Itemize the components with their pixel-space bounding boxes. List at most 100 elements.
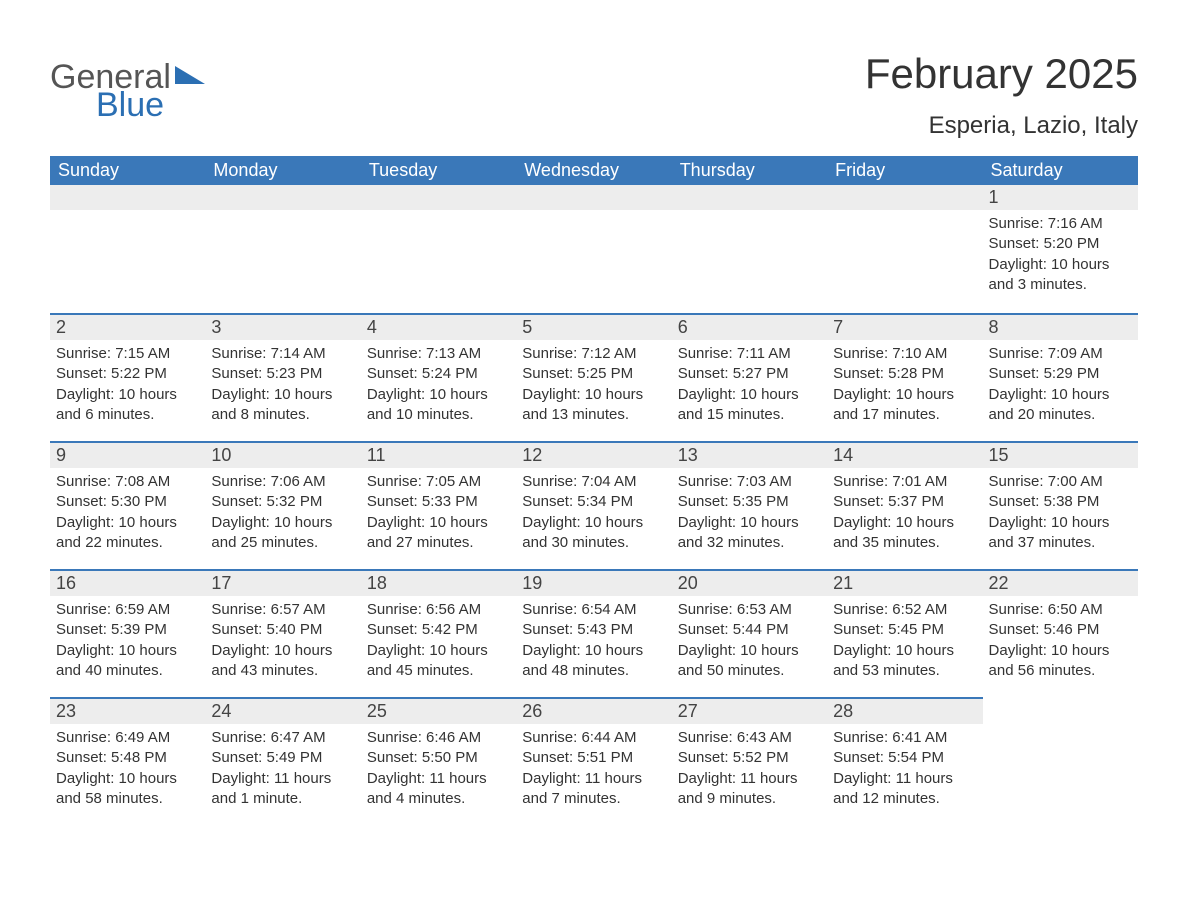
sunrise-text: Sunrise: 6:46 AM (367, 728, 510, 748)
sunrise-text: Sunrise: 7:09 AM (989, 344, 1132, 364)
calendar-cell: 3Sunrise: 7:14 AMSunset: 5:23 PMDaylight… (205, 313, 360, 441)
day-details: Sunrise: 7:15 AMSunset: 5:22 PMDaylight:… (50, 340, 205, 429)
weekday-header: Saturday (983, 156, 1138, 185)
calendar-week-row: 2Sunrise: 7:15 AMSunset: 5:22 PMDaylight… (50, 313, 1138, 441)
day-details: Sunrise: 6:52 AMSunset: 5:45 PMDaylight:… (827, 596, 982, 685)
day-details: Sunrise: 7:16 AMSunset: 5:20 PMDaylight:… (983, 210, 1138, 299)
sunset-text: Sunset: 5:38 PM (989, 492, 1132, 512)
day-details: Sunrise: 7:05 AMSunset: 5:33 PMDaylight:… (361, 468, 516, 557)
daylight-text: Daylight: 10 hours and 50 minutes. (678, 641, 821, 682)
day-number: 6 (672, 313, 827, 340)
calendar-cell: 6Sunrise: 7:11 AMSunset: 5:27 PMDaylight… (672, 313, 827, 441)
sunset-text: Sunset: 5:37 PM (833, 492, 976, 512)
daylight-text: Daylight: 10 hours and 17 minutes. (833, 385, 976, 426)
calendar-cell: 19Sunrise: 6:54 AMSunset: 5:43 PMDayligh… (516, 569, 671, 697)
day-number: 18 (361, 569, 516, 596)
calendar-cell (672, 185, 827, 313)
day-details: Sunrise: 6:57 AMSunset: 5:40 PMDaylight:… (205, 596, 360, 685)
day-details: Sunrise: 6:53 AMSunset: 5:44 PMDaylight:… (672, 596, 827, 685)
sunset-text: Sunset: 5:24 PM (367, 364, 510, 384)
day-number: 9 (50, 441, 205, 468)
sunset-text: Sunset: 5:45 PM (833, 620, 976, 640)
calendar-cell: 10Sunrise: 7:06 AMSunset: 5:32 PMDayligh… (205, 441, 360, 569)
daylight-text: Daylight: 11 hours and 12 minutes. (833, 769, 976, 810)
sunrise-text: Sunrise: 7:15 AM (56, 344, 199, 364)
calendar-cell: 20Sunrise: 6:53 AMSunset: 5:44 PMDayligh… (672, 569, 827, 697)
daylight-text: Daylight: 10 hours and 6 minutes. (56, 385, 199, 426)
day-details: Sunrise: 6:50 AMSunset: 5:46 PMDaylight:… (983, 596, 1138, 685)
day-details: Sunrise: 7:06 AMSunset: 5:32 PMDaylight:… (205, 468, 360, 557)
day-number: 10 (205, 441, 360, 468)
calendar-cell: 8Sunrise: 7:09 AMSunset: 5:29 PMDaylight… (983, 313, 1138, 441)
day-number: 24 (205, 697, 360, 724)
header-row: General Blue February 2025 Esperia, Lazi… (50, 50, 1138, 140)
daylight-text: Daylight: 11 hours and 7 minutes. (522, 769, 665, 810)
sunset-text: Sunset: 5:40 PM (211, 620, 354, 640)
day-number: 23 (50, 697, 205, 724)
day-details: Sunrise: 7:11 AMSunset: 5:27 PMDaylight:… (672, 340, 827, 429)
sunset-text: Sunset: 5:32 PM (211, 492, 354, 512)
calendar-week-row: 23Sunrise: 6:49 AMSunset: 5:48 PMDayligh… (50, 697, 1138, 825)
logo: General Blue (50, 60, 205, 122)
sunrise-text: Sunrise: 7:01 AM (833, 472, 976, 492)
day-number: 13 (672, 441, 827, 468)
day-number: 4 (361, 313, 516, 340)
sunrise-text: Sunrise: 6:59 AM (56, 600, 199, 620)
sunrise-text: Sunrise: 7:04 AM (522, 472, 665, 492)
day-details: Sunrise: 6:47 AMSunset: 5:49 PMDaylight:… (205, 724, 360, 813)
daylight-text: Daylight: 10 hours and 22 minutes. (56, 513, 199, 554)
day-number: 22 (983, 569, 1138, 596)
daylight-text: Daylight: 10 hours and 37 minutes. (989, 513, 1132, 554)
day-number-empty (205, 185, 360, 210)
day-details: Sunrise: 6:44 AMSunset: 5:51 PMDaylight:… (516, 724, 671, 813)
sunset-text: Sunset: 5:23 PM (211, 364, 354, 384)
sunrise-text: Sunrise: 6:41 AM (833, 728, 976, 748)
sunset-text: Sunset: 5:52 PM (678, 748, 821, 768)
day-details: Sunrise: 7:10 AMSunset: 5:28 PMDaylight:… (827, 340, 982, 429)
day-number: 19 (516, 569, 671, 596)
calendar-cell: 18Sunrise: 6:56 AMSunset: 5:42 PMDayligh… (361, 569, 516, 697)
calendar-table: Sunday Monday Tuesday Wednesday Thursday… (50, 156, 1138, 825)
day-details: Sunrise: 6:43 AMSunset: 5:52 PMDaylight:… (672, 724, 827, 813)
sunrise-text: Sunrise: 7:13 AM (367, 344, 510, 364)
daylight-text: Daylight: 11 hours and 4 minutes. (367, 769, 510, 810)
daylight-text: Daylight: 10 hours and 10 minutes. (367, 385, 510, 426)
sunset-text: Sunset: 5:54 PM (833, 748, 976, 768)
day-number: 1 (983, 185, 1138, 210)
sunset-text: Sunset: 5:20 PM (989, 234, 1132, 254)
day-number: 17 (205, 569, 360, 596)
sunset-text: Sunset: 5:51 PM (522, 748, 665, 768)
daylight-text: Daylight: 10 hours and 45 minutes. (367, 641, 510, 682)
sunrise-text: Sunrise: 7:10 AM (833, 344, 976, 364)
sunset-text: Sunset: 5:25 PM (522, 364, 665, 384)
calendar-cell: 11Sunrise: 7:05 AMSunset: 5:33 PMDayligh… (361, 441, 516, 569)
day-number: 21 (827, 569, 982, 596)
day-number: 25 (361, 697, 516, 724)
sunset-text: Sunset: 5:27 PM (678, 364, 821, 384)
calendar-page: General Blue February 2025 Esperia, Lazi… (0, 0, 1188, 918)
day-details: Sunrise: 6:56 AMSunset: 5:42 PMDaylight:… (361, 596, 516, 685)
sunrise-text: Sunrise: 7:05 AM (367, 472, 510, 492)
day-details: Sunrise: 6:59 AMSunset: 5:39 PMDaylight:… (50, 596, 205, 685)
sunset-text: Sunset: 5:49 PM (211, 748, 354, 768)
sunrise-text: Sunrise: 7:00 AM (989, 472, 1132, 492)
weekday-header: Sunday (50, 156, 205, 185)
weekday-header-row: Sunday Monday Tuesday Wednesday Thursday… (50, 156, 1138, 185)
sunrise-text: Sunrise: 7:12 AM (522, 344, 665, 364)
day-details: Sunrise: 7:12 AMSunset: 5:25 PMDaylight:… (516, 340, 671, 429)
sunrise-text: Sunrise: 7:16 AM (989, 214, 1132, 234)
weekday-header: Friday (827, 156, 982, 185)
calendar-cell: 23Sunrise: 6:49 AMSunset: 5:48 PMDayligh… (50, 697, 205, 825)
daylight-text: Daylight: 10 hours and 53 minutes. (833, 641, 976, 682)
sunset-text: Sunset: 5:34 PM (522, 492, 665, 512)
calendar-cell: 27Sunrise: 6:43 AMSunset: 5:52 PMDayligh… (672, 697, 827, 825)
calendar-cell (361, 185, 516, 313)
sunrise-text: Sunrise: 6:47 AM (211, 728, 354, 748)
sunrise-text: Sunrise: 6:57 AM (211, 600, 354, 620)
day-details: Sunrise: 7:01 AMSunset: 5:37 PMDaylight:… (827, 468, 982, 557)
day-details: Sunrise: 7:00 AMSunset: 5:38 PMDaylight:… (983, 468, 1138, 557)
sunrise-text: Sunrise: 6:54 AM (522, 600, 665, 620)
sunrise-text: Sunrise: 6:49 AM (56, 728, 199, 748)
day-number-empty (516, 185, 671, 210)
calendar-body: 1Sunrise: 7:16 AMSunset: 5:20 PMDaylight… (50, 185, 1138, 825)
